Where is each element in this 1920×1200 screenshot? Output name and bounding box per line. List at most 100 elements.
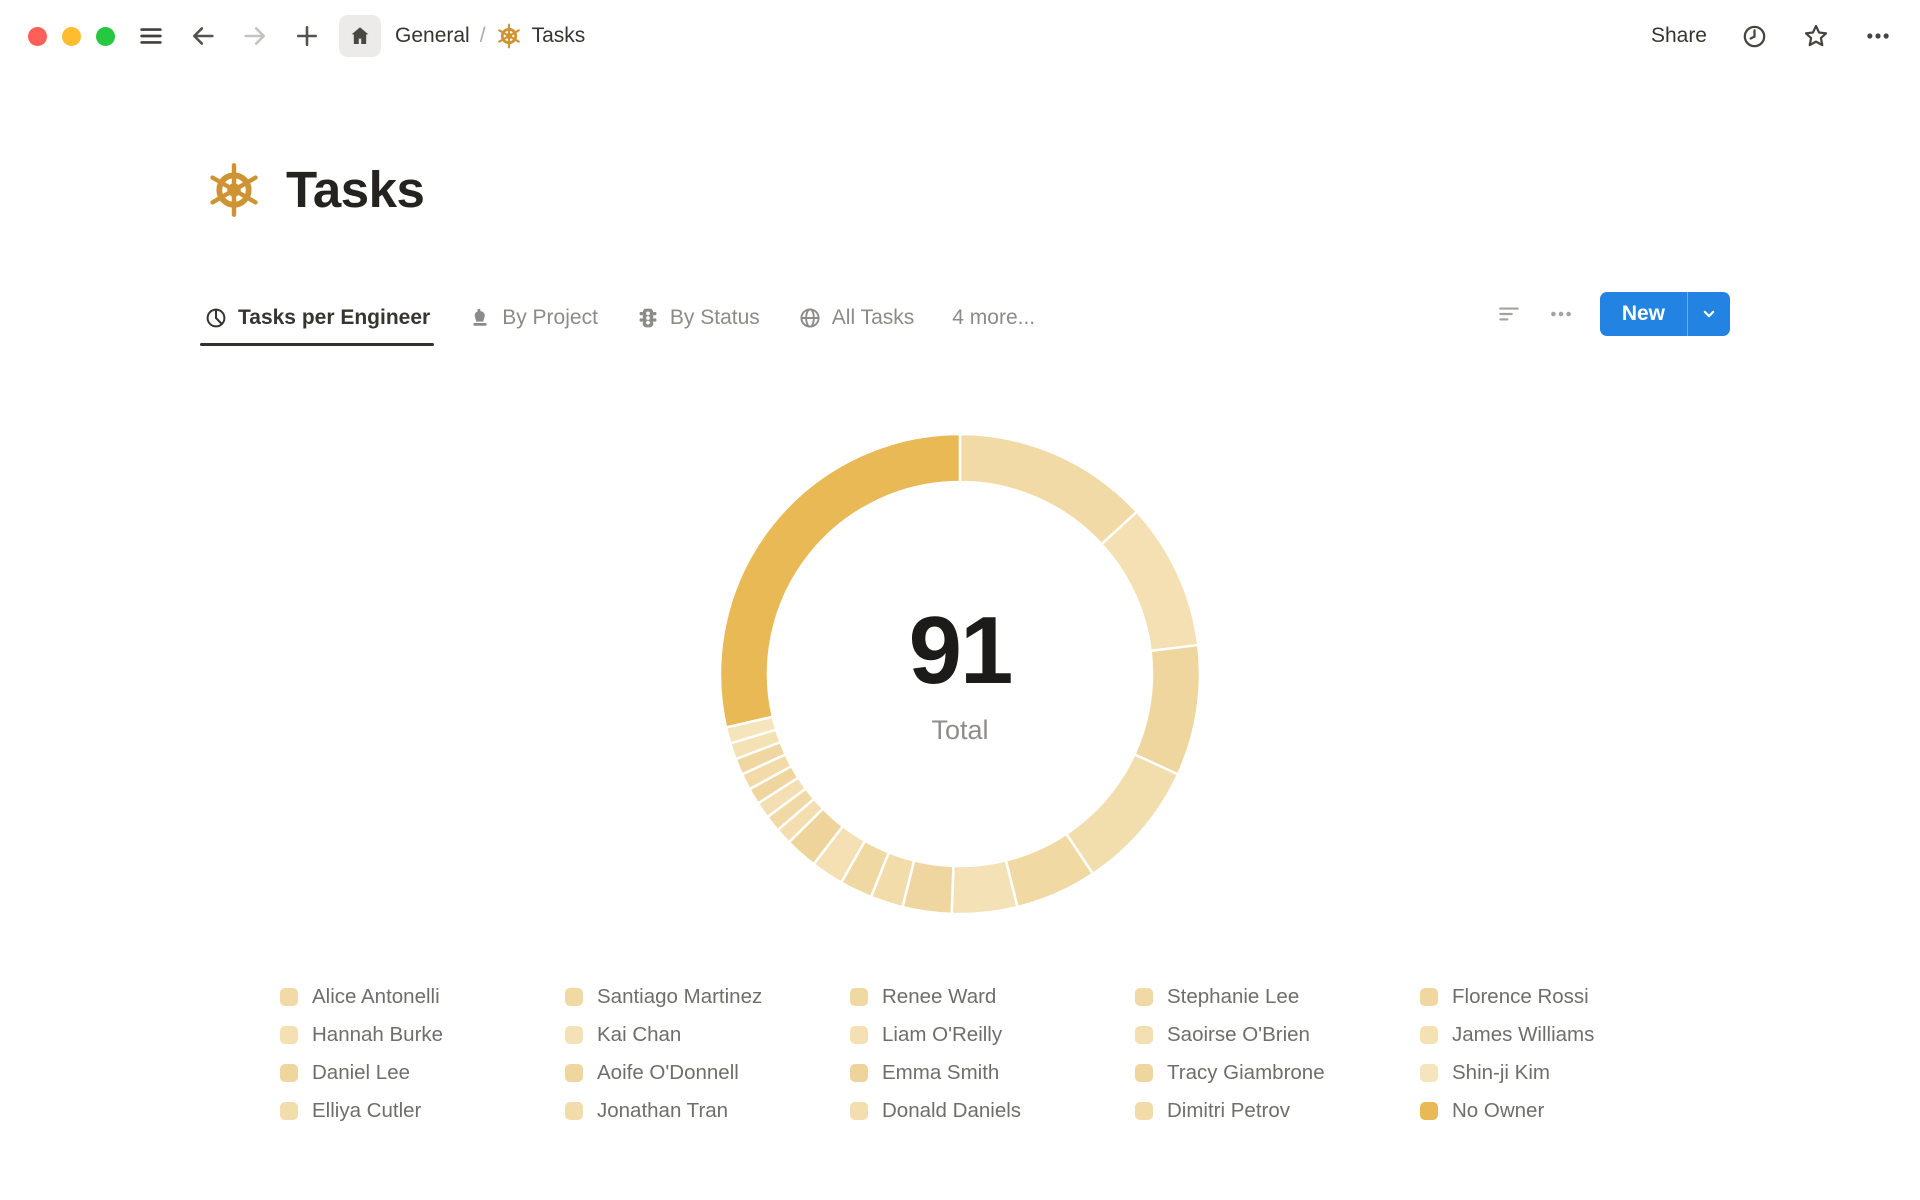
donut-segment-elliya-cutler[interactable] bbox=[1065, 753, 1180, 876]
legend-label: Kai Chan bbox=[597, 1023, 682, 1046]
legend-label: Donald Daniels bbox=[882, 1099, 1022, 1122]
home-button[interactable] bbox=[339, 15, 381, 57]
legend-label: Shin-ji Kim bbox=[1452, 1061, 1550, 1084]
legend-label: Dimitri Petrov bbox=[1167, 1099, 1291, 1122]
legend-label: Jonathan Tran bbox=[597, 1099, 729, 1122]
legend-item-kai-chan[interactable]: Kai Chan bbox=[565, 1016, 850, 1054]
tab-tasks-per-engineer[interactable]: Tasks per Engineer bbox=[199, 290, 435, 346]
donut-segment-no-owner[interactable] bbox=[718, 432, 962, 729]
tab-more-views[interactable]: 4 more... bbox=[952, 306, 1036, 329]
share-button[interactable]: Share bbox=[1650, 24, 1707, 47]
legend-item-no-owner[interactable]: No Owner bbox=[1420, 1092, 1705, 1130]
legend-color-chip bbox=[1420, 1026, 1438, 1044]
chevron-down-icon[interactable] bbox=[1688, 292, 1730, 336]
legend-item-stephanie-lee[interactable]: Stephanie Lee bbox=[1135, 978, 1420, 1016]
legend-item-daniel-lee[interactable]: Daniel Lee bbox=[280, 1054, 565, 1092]
back-arrow-icon[interactable] bbox=[189, 22, 217, 50]
legend-label: Saoirse O'Brien bbox=[1167, 1023, 1310, 1046]
legend-color-chip bbox=[280, 1064, 298, 1082]
legend-item-jonathan-tran[interactable]: Jonathan Tran bbox=[565, 1092, 850, 1130]
globe-icon bbox=[800, 308, 820, 328]
legend-color-chip bbox=[1135, 1064, 1153, 1082]
home-icon bbox=[351, 27, 369, 44]
sidebar-menu-icon[interactable] bbox=[137, 22, 165, 50]
legend-color-chip bbox=[565, 1102, 583, 1120]
legend-item-james-williams[interactable]: James Williams bbox=[1420, 1016, 1705, 1054]
legend-color-chip bbox=[850, 988, 868, 1006]
legend-label: No Owner bbox=[1452, 1099, 1545, 1122]
legend-label: James Williams bbox=[1452, 1023, 1595, 1046]
legend-color-chip bbox=[280, 1102, 298, 1120]
legend-color-chip bbox=[1135, 988, 1153, 1006]
pie-chart-icon bbox=[206, 308, 226, 328]
legend-label: Tracy Giambrone bbox=[1167, 1061, 1325, 1084]
legend-item-emma-smith[interactable]: Emma Smith bbox=[850, 1054, 1135, 1092]
legend-label: Florence Rossi bbox=[1452, 985, 1589, 1008]
window-controls bbox=[28, 26, 115, 46]
legend-color-chip bbox=[565, 1064, 583, 1082]
pawn-icon bbox=[473, 308, 487, 326]
close-window-button[interactable] bbox=[28, 26, 47, 46]
tab-all-tasks[interactable]: All Tasks bbox=[798, 290, 914, 346]
zoom-window-button[interactable] bbox=[96, 26, 115, 46]
legend-color-chip bbox=[1420, 1102, 1438, 1120]
legend-item-hannah-burke[interactable]: Hannah Burke bbox=[280, 1016, 565, 1054]
legend-item-shin-ji-kim[interactable]: Shin-ji Kim bbox=[1420, 1054, 1705, 1092]
legend-label: Stephanie Lee bbox=[1167, 985, 1300, 1008]
legend-label: Santiago Martinez bbox=[597, 985, 763, 1008]
legend-item-alice-antonelli[interactable]: Alice Antonelli bbox=[280, 978, 565, 1016]
legend-label: Elliya Cutler bbox=[312, 1099, 422, 1122]
favorite-star-icon[interactable] bbox=[1802, 22, 1830, 50]
legend-item-elliya-cutler[interactable]: Elliya Cutler bbox=[280, 1092, 565, 1130]
minimize-window-button[interactable] bbox=[62, 26, 81, 46]
updates-clock-icon[interactable] bbox=[1741, 23, 1768, 50]
breadcrumb-separator: / bbox=[479, 24, 486, 47]
new-button[interactable]: New bbox=[1599, 292, 1730, 336]
forward-arrow-icon[interactable] bbox=[241, 22, 269, 50]
breadcrumb-page[interactable]: Tasks bbox=[531, 24, 586, 47]
legend-item-liam-o-reilly[interactable]: Liam O'Reilly bbox=[850, 1016, 1135, 1054]
breadcrumb: General / Tasks bbox=[395, 23, 585, 49]
donut-segment-hannah-burke[interactable] bbox=[1100, 510, 1200, 653]
filter-icon[interactable] bbox=[1496, 301, 1522, 327]
legend-color-chip bbox=[850, 1026, 868, 1044]
legend-item-renee-ward[interactable]: Renee Ward bbox=[850, 978, 1135, 1016]
donut-chart bbox=[700, 414, 1220, 934]
legend-label: Daniel Lee bbox=[312, 1061, 411, 1084]
tab-by-project[interactable]: By Project bbox=[468, 290, 598, 346]
legend-color-chip bbox=[850, 1064, 868, 1082]
page-title: Tasks bbox=[206, 160, 425, 219]
tab-by-status[interactable]: By Status bbox=[636, 290, 760, 346]
legend-item-florence-rossi[interactable]: Florence Rossi bbox=[1420, 978, 1705, 1016]
legend-label: Hannah Burke bbox=[312, 1023, 444, 1046]
legend-item-tracy-giambrone[interactable]: Tracy Giambrone bbox=[1135, 1054, 1420, 1092]
helm-icon bbox=[497, 23, 520, 49]
donut-segment-kai-chan[interactable] bbox=[950, 859, 1019, 916]
new-button-label[interactable]: New bbox=[1621, 302, 1665, 325]
legend-color-chip bbox=[1420, 988, 1438, 1006]
new-tab-plus-icon[interactable] bbox=[293, 22, 321, 50]
legend-item-saoirse-o-brien[interactable]: Saoirse O'Brien bbox=[1135, 1016, 1420, 1054]
legend-item-aoife-o-donnell[interactable]: Aoife O'Donnell bbox=[565, 1054, 850, 1092]
legend-color-chip bbox=[850, 1102, 868, 1120]
page-title-text: Tasks bbox=[286, 161, 425, 218]
window-titlebar: General / Tasks Share bbox=[0, 0, 1920, 72]
legend-item-dimitri-petrov[interactable]: Dimitri Petrov bbox=[1135, 1092, 1420, 1130]
legend-color-chip bbox=[565, 988, 583, 1006]
view-options-icon[interactable] bbox=[1548, 301, 1574, 327]
more-options-icon[interactable] bbox=[1864, 22, 1892, 50]
legend-color-chip bbox=[1135, 1102, 1153, 1120]
legend-item-donald-daniels[interactable]: Donald Daniels bbox=[850, 1092, 1135, 1130]
donut-segment-alice-antonelli[interactable] bbox=[958, 432, 1139, 546]
chart-legend: Alice Antonelli Hannah Burke Daniel Lee Ell… bbox=[280, 978, 1705, 1130]
breadcrumb-section[interactable]: General bbox=[395, 24, 470, 47]
helm-icon bbox=[210, 162, 258, 217]
legend-color-chip bbox=[280, 1026, 298, 1044]
legend-label: Liam O'Reilly bbox=[882, 1023, 1003, 1046]
page-content: Tasks Tasks per Engineer By Project bbox=[0, 72, 1920, 1200]
legend-label: Renee Ward bbox=[882, 985, 997, 1008]
donut-segment-daniel-lee[interactable] bbox=[1133, 643, 1202, 776]
legend-color-chip bbox=[1135, 1026, 1153, 1044]
legend-label: Alice Antonelli bbox=[312, 985, 440, 1008]
legend-item-santiago-martinez[interactable]: Santiago Martinez bbox=[565, 978, 850, 1016]
